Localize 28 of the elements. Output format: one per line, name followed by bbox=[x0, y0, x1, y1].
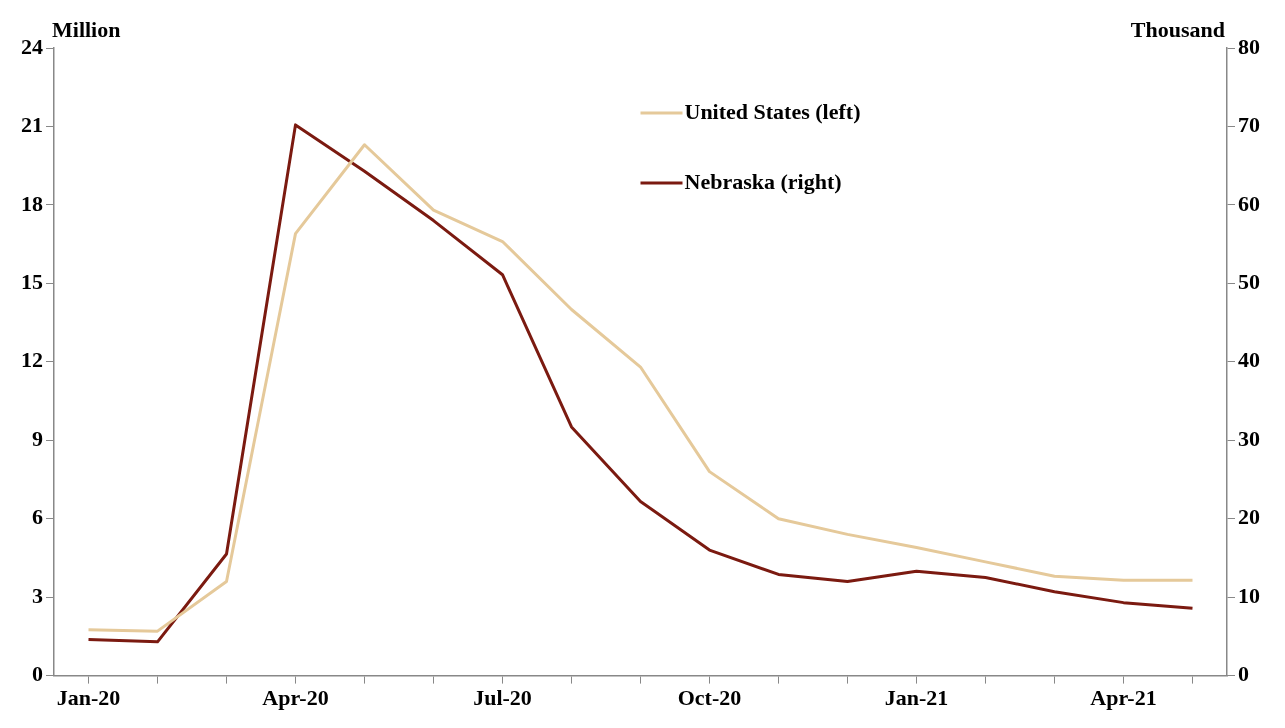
y2-tick-label: 20 bbox=[1238, 504, 1260, 530]
y-tick-label: 0 bbox=[32, 661, 43, 687]
y-tick-label: 9 bbox=[32, 425, 43, 451]
x-tick-label: Jan-20 bbox=[56, 685, 121, 711]
y2-tick-label: 0 bbox=[1238, 661, 1249, 687]
y-tick-label: 18 bbox=[21, 190, 43, 216]
y2-tick-label: 60 bbox=[1238, 190, 1260, 216]
y-tick-label: 15 bbox=[21, 269, 43, 295]
y-tick-label: 24 bbox=[21, 33, 43, 59]
y2-tick-label: 40 bbox=[1238, 347, 1260, 373]
x-tick-label: Apr-21 bbox=[1090, 685, 1157, 711]
y-tick-label: 3 bbox=[32, 582, 43, 608]
y2-axis-title: Thousand bbox=[1130, 16, 1225, 42]
legend-label: United States (left) bbox=[684, 98, 861, 124]
y2-tick-label: 80 bbox=[1238, 33, 1260, 59]
y2-tick-label: 10 bbox=[1238, 582, 1260, 608]
y-tick-label: 21 bbox=[21, 112, 43, 138]
x-tick-label: Oct-20 bbox=[677, 685, 742, 711]
y2-tick-label: 50 bbox=[1238, 269, 1260, 295]
x-tick-label: Apr-20 bbox=[262, 685, 329, 711]
y-tick-label: 6 bbox=[32, 504, 43, 530]
y2-tick-label: 70 bbox=[1238, 112, 1260, 138]
y-tick-label: 12 bbox=[21, 347, 43, 373]
x-tick-label: Jul-20 bbox=[473, 685, 532, 711]
y2-tick-label: 30 bbox=[1238, 425, 1260, 451]
legend-label: Nebraska (right) bbox=[684, 168, 842, 194]
x-tick-label: Jan-21 bbox=[884, 685, 949, 711]
y-axis-title: Million bbox=[52, 16, 121, 42]
